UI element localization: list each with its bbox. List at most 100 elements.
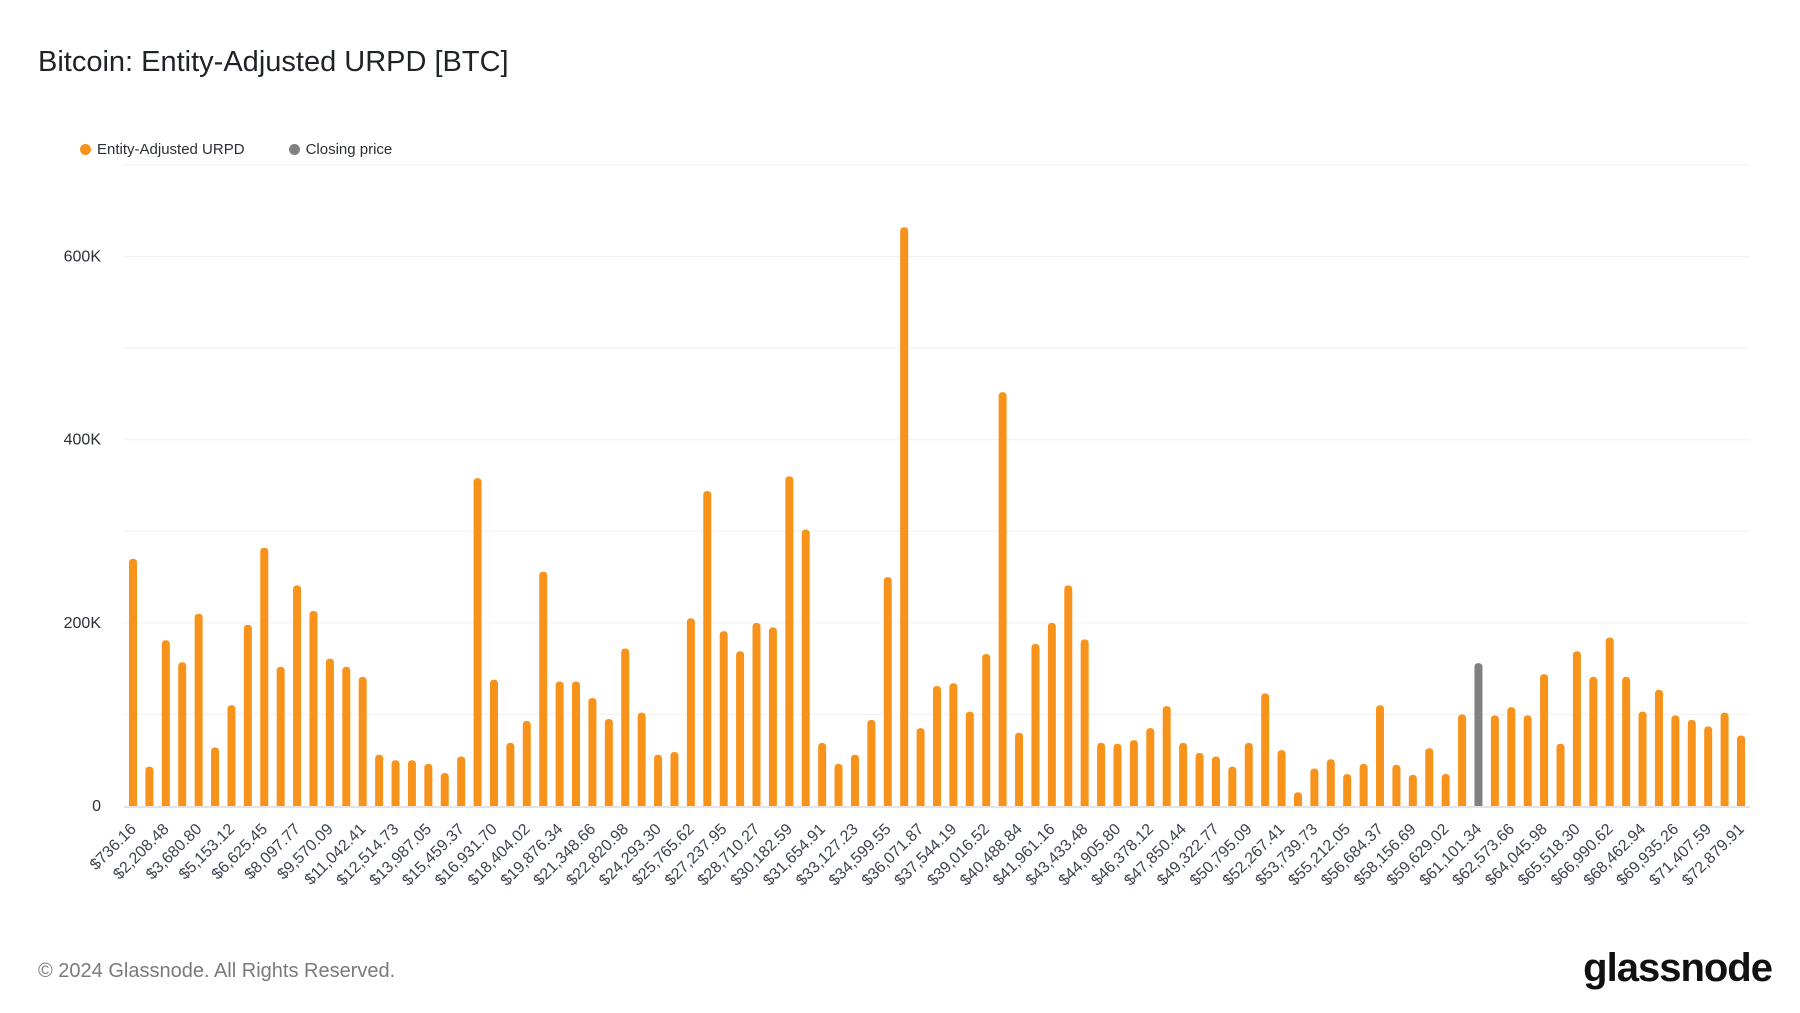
bar — [1704, 726, 1713, 806]
bar — [1310, 768, 1319, 806]
bar — [768, 627, 777, 806]
bar — [719, 631, 728, 806]
bar — [588, 697, 597, 806]
y-tick-label: 600K — [64, 249, 102, 266]
bar — [1343, 773, 1352, 806]
bar — [1293, 792, 1302, 806]
bar — [1572, 651, 1581, 806]
bar — [227, 705, 236, 806]
bar — [752, 622, 761, 806]
bar — [424, 763, 433, 806]
bar — [1654, 689, 1663, 806]
bar — [1523, 715, 1532, 806]
bar — [1277, 750, 1286, 806]
bar — [129, 558, 137, 806]
bar — [1064, 585, 1073, 806]
bar — [211, 747, 220, 806]
bar — [358, 676, 367, 806]
bar — [1097, 742, 1106, 806]
bar — [1129, 740, 1138, 806]
bar — [375, 754, 384, 806]
bar — [1408, 774, 1417, 806]
bar — [1179, 742, 1188, 806]
copyright-text: © 2024 Glassnode. All Rights Reserved. — [38, 960, 396, 982]
bar — [998, 392, 1007, 806]
bar — [1392, 764, 1401, 806]
bar — [506, 742, 515, 806]
glassnode-logo: glassnode — [1583, 946, 1773, 990]
bar — [1211, 756, 1220, 806]
bar — [161, 640, 170, 806]
bar — [309, 610, 318, 806]
bar — [473, 478, 482, 806]
bar — [1605, 637, 1614, 806]
bar — [621, 648, 630, 806]
y-tick-label: 400K — [64, 432, 102, 449]
legend: Entity-Adjusted URPD Closing price — [80, 141, 392, 158]
chart-title: Bitcoin: Entity-Adjusted URPD [BTC] — [38, 46, 509, 78]
bar — [1720, 712, 1729, 806]
bar — [933, 686, 941, 806]
bar — [982, 653, 991, 806]
bar — [1737, 735, 1745, 806]
bar — [1638, 711, 1647, 806]
bar — [276, 666, 285, 806]
bar — [834, 763, 843, 806]
bar — [949, 683, 958, 806]
bar — [1326, 759, 1335, 806]
bar — [1425, 748, 1434, 806]
bar — [260, 547, 269, 806]
bar — [916, 728, 925, 806]
bar — [1441, 773, 1450, 806]
bar — [1195, 752, 1204, 806]
bar — [178, 662, 187, 806]
bar — [391, 760, 400, 806]
legend-label-closing-price: Closing price — [305, 141, 393, 158]
bar — [670, 751, 679, 806]
legend-dot-urpd — [80, 144, 91, 155]
bar — [1146, 728, 1155, 806]
bar — [194, 613, 203, 806]
bar — [572, 681, 581, 806]
bar — [686, 618, 695, 806]
bar — [867, 719, 876, 806]
bar — [1015, 732, 1024, 806]
bar — [555, 681, 564, 806]
bar — [1047, 622, 1056, 806]
bar — [1622, 676, 1631, 806]
bar — [1458, 714, 1467, 806]
bar — [965, 711, 974, 806]
bar — [818, 742, 827, 806]
legend-item-urpd[interactable]: Entity-Adjusted URPD — [80, 141, 245, 158]
bar — [703, 490, 712, 806]
bar — [293, 585, 302, 806]
bar — [457, 756, 466, 806]
bar — [604, 719, 613, 806]
bar — [489, 679, 498, 806]
bar — [440, 773, 449, 806]
bar — [407, 760, 416, 806]
legend-label-urpd: Entity-Adjusted URPD — [97, 141, 245, 158]
bar — [801, 529, 810, 806]
bar — [637, 712, 646, 806]
legend-item-closing-price[interactable]: Closing price — [288, 141, 393, 158]
bar — [900, 227, 909, 807]
y-tick-label: 0 — [92, 798, 101, 815]
bar — [1556, 743, 1565, 806]
bar — [654, 754, 663, 806]
bar — [1244, 742, 1253, 806]
bar-closing-price — [1474, 663, 1483, 806]
bar — [1228, 766, 1237, 806]
bar — [342, 666, 351, 806]
bar — [145, 766, 154, 806]
legend-dot-closing-price — [288, 144, 300, 155]
bar — [1261, 693, 1270, 806]
bar — [1540, 674, 1549, 806]
bar — [522, 720, 531, 806]
bar — [539, 571, 548, 806]
bar — [1359, 763, 1368, 806]
bar — [883, 577, 892, 806]
bar — [1687, 719, 1696, 806]
y-tick-label: 200K — [64, 615, 102, 632]
